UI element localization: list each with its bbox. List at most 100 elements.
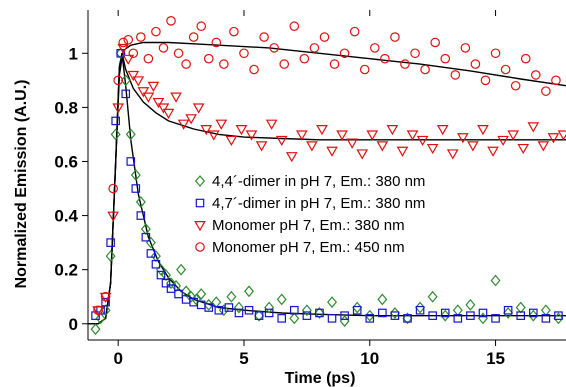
data-point [427,290,438,303]
data-points [90,16,566,336]
data-point [276,293,287,306]
data-point [125,128,136,141]
data-point [166,277,177,290]
legend-label: 4,4´-dimer in pH 7, Em.: 380 nm [212,173,425,190]
data-point [420,64,430,75]
data-point [126,157,136,166]
data-point [162,108,175,119]
data-point [478,308,488,318]
data-point [541,314,551,323]
data-point [378,308,387,318]
data-point [541,86,551,96]
data-point [531,70,541,80]
y-tick-label: 0 [69,315,78,334]
data-point [389,307,400,319]
data-point [490,48,501,59]
data-point [204,303,214,312]
data-point [112,103,125,114]
data-point [147,81,160,92]
data-point [130,169,141,181]
data-point [477,125,489,136]
data-point [233,301,244,314]
data-point [117,43,130,55]
y-tick-label: 0.2 [54,261,78,280]
data-point [107,211,119,222]
data-point [415,305,425,315]
data-point [203,298,214,311]
data-point [510,80,521,91]
data-point [349,26,360,37]
data-point [359,64,370,75]
data-point [450,70,461,80]
data-point [161,278,171,288]
data-point [254,309,265,322]
y-tick-label: 1 [69,44,78,63]
data-point [277,314,287,323]
data-point [386,125,399,136]
data-point [245,130,258,141]
data-point [174,289,183,299]
data-point [314,307,325,319]
data-point [170,92,182,103]
data-point [528,308,538,318]
data-point [100,291,111,302]
x-tick-label: 5 [239,349,248,368]
data-point [336,130,348,141]
data-point [244,305,254,315]
data-point [123,34,134,45]
y-tick-label: 0.8 [54,98,78,117]
data-point [146,249,156,258]
data-point [327,314,337,323]
data-point [135,196,146,208]
series-diamond [90,47,564,336]
data-point [460,43,471,53]
data-point [503,307,514,319]
data-point [259,32,269,42]
data-point [490,274,501,287]
data-point [196,21,207,32]
data-point [207,130,220,141]
data-point [520,53,531,64]
data-point [365,314,375,323]
data-point [364,309,375,322]
data-point [390,311,400,320]
data-point [396,146,409,157]
data-point [226,290,237,303]
x-tick-label: 15 [486,349,505,368]
data-point [415,301,426,314]
legend-marker [195,198,205,208]
data-point [296,130,308,141]
data-point [500,64,511,75]
data-point [249,64,259,75]
data-point [177,119,190,130]
data-point [537,141,550,152]
data-point [428,311,437,320]
data-point [346,138,358,149]
data-point [289,312,300,325]
data-point [132,76,145,87]
data-point [196,288,207,300]
data-point [93,305,103,316]
data-point [527,122,540,133]
data-point [453,314,463,323]
data-point [218,304,229,317]
data-point [390,32,400,42]
data-point [319,32,330,42]
x-axis: 0 5 10 15 [113,10,505,368]
data-point [377,293,388,306]
data-point [279,59,290,69]
data-point [426,143,439,155]
data-point [264,301,275,314]
data-point [436,125,449,136]
data-point [106,238,115,247]
data-point [127,70,140,82]
data-point [239,48,249,59]
data-point [229,26,239,37]
data-point [369,43,380,53]
legend-marker [194,221,206,232]
data-point [299,53,310,64]
data-point [289,21,300,32]
data-point [366,130,379,141]
data-point [111,116,120,126]
data-point [157,103,170,114]
